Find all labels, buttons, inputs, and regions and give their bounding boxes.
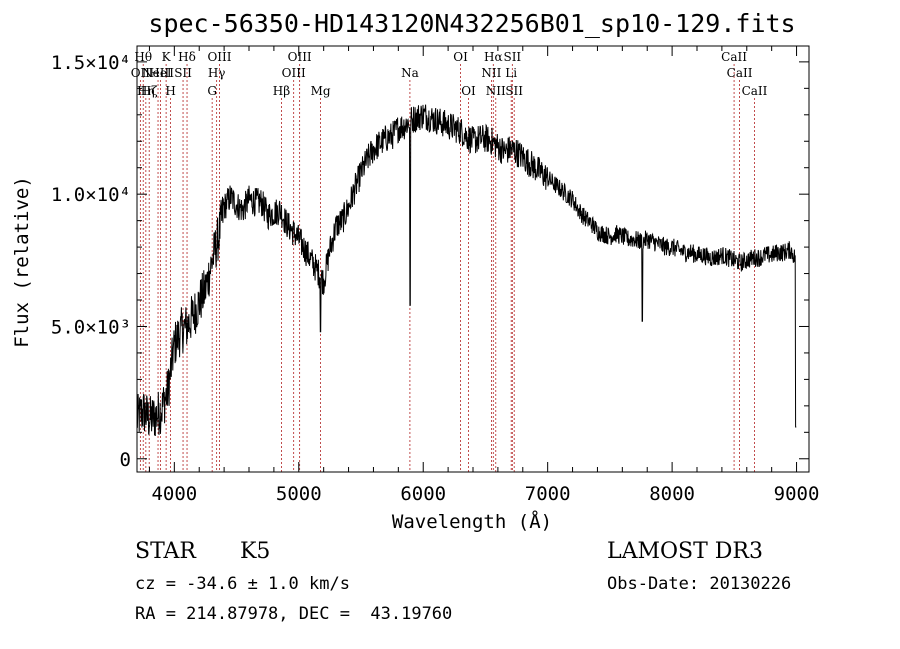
- line-marker-label: NII: [481, 66, 501, 80]
- line-marker-label: OIII: [207, 50, 231, 64]
- line-marker-label: Hα: [484, 50, 503, 64]
- line-marker-label: NeIII: [142, 66, 174, 80]
- x-tick-label: 5000: [276, 483, 322, 505]
- y-tick-label: 1.0×10⁴: [51, 184, 131, 206]
- line-marker-label: Mg: [311, 84, 331, 98]
- redshift-text: cz = -34.6 ± 1.0 km/s: [135, 574, 350, 594]
- line-marker-label: Hθ: [134, 50, 152, 64]
- spectrum-line: [136, 104, 797, 437]
- line-marker-label: Hβ: [273, 84, 290, 98]
- line-marker-label: Li: [505, 66, 517, 80]
- obs-date-text: Obs-Date: 20130226: [607, 574, 792, 594]
- line-marker-label: OII: [131, 66, 151, 80]
- line-marker-label: Na: [401, 66, 419, 80]
- y-tick-label: 5.0×10³: [51, 316, 131, 338]
- line-marker-label: CaII: [742, 84, 768, 98]
- line-marker-label: CaII: [721, 50, 747, 64]
- line-marker-label: HeI: [149, 66, 172, 80]
- x-tick-label: 8000: [649, 483, 695, 505]
- line-marker-label: Hδ: [178, 50, 196, 64]
- y-axis-label: Flux (relative): [11, 176, 33, 348]
- line-marker-label: Hζ: [141, 84, 158, 98]
- x-axis-label: Wavelength (Å): [392, 510, 552, 533]
- x-tick-label: 7000: [525, 483, 571, 505]
- line-marker-label: OI: [453, 50, 468, 64]
- y-tick-label: 0: [120, 449, 131, 471]
- line-marker-label: Hη: [137, 84, 155, 98]
- survey-name: LAMOST DR3: [607, 539, 763, 564]
- object-class: STAR: [135, 539, 196, 564]
- line-marker-label: NII: [486, 84, 506, 98]
- line-marker-label: OIII: [282, 66, 306, 80]
- line-marker-label: SII: [503, 50, 521, 64]
- spectral-subclass: K5: [240, 539, 271, 564]
- chart-title: spec-56350-HD143120N432256B01_sp10-129.f…: [148, 9, 795, 38]
- y-axis-ticks: 0 5.0×10³ 1.0×10⁴ 1.5×10⁴: [51, 52, 809, 471]
- line-marker-label: K: [162, 50, 172, 64]
- x-tick-label: 4000: [151, 483, 197, 505]
- line-marker-label: SII: [174, 66, 192, 80]
- line-marker-label: G: [207, 84, 217, 98]
- line-marker-label: Hγ: [208, 66, 226, 80]
- line-marker-label: OI: [461, 84, 476, 98]
- coordinates-text: RA = 214.87978, DEC = 43.19760: [135, 604, 453, 624]
- x-tick-label: 6000: [400, 483, 446, 505]
- line-marker-label: H: [165, 84, 175, 98]
- y-tick-label: 1.5×10⁴: [51, 52, 131, 74]
- line-marker-label: CaII: [727, 66, 753, 80]
- x-axis-ticks: 4000 5000 6000 7000 8000 9000: [148, 46, 820, 505]
- line-marker-label: SII: [505, 84, 523, 98]
- line-marker-label: OIII: [288, 50, 312, 64]
- x-tick-label: 9000: [774, 483, 820, 505]
